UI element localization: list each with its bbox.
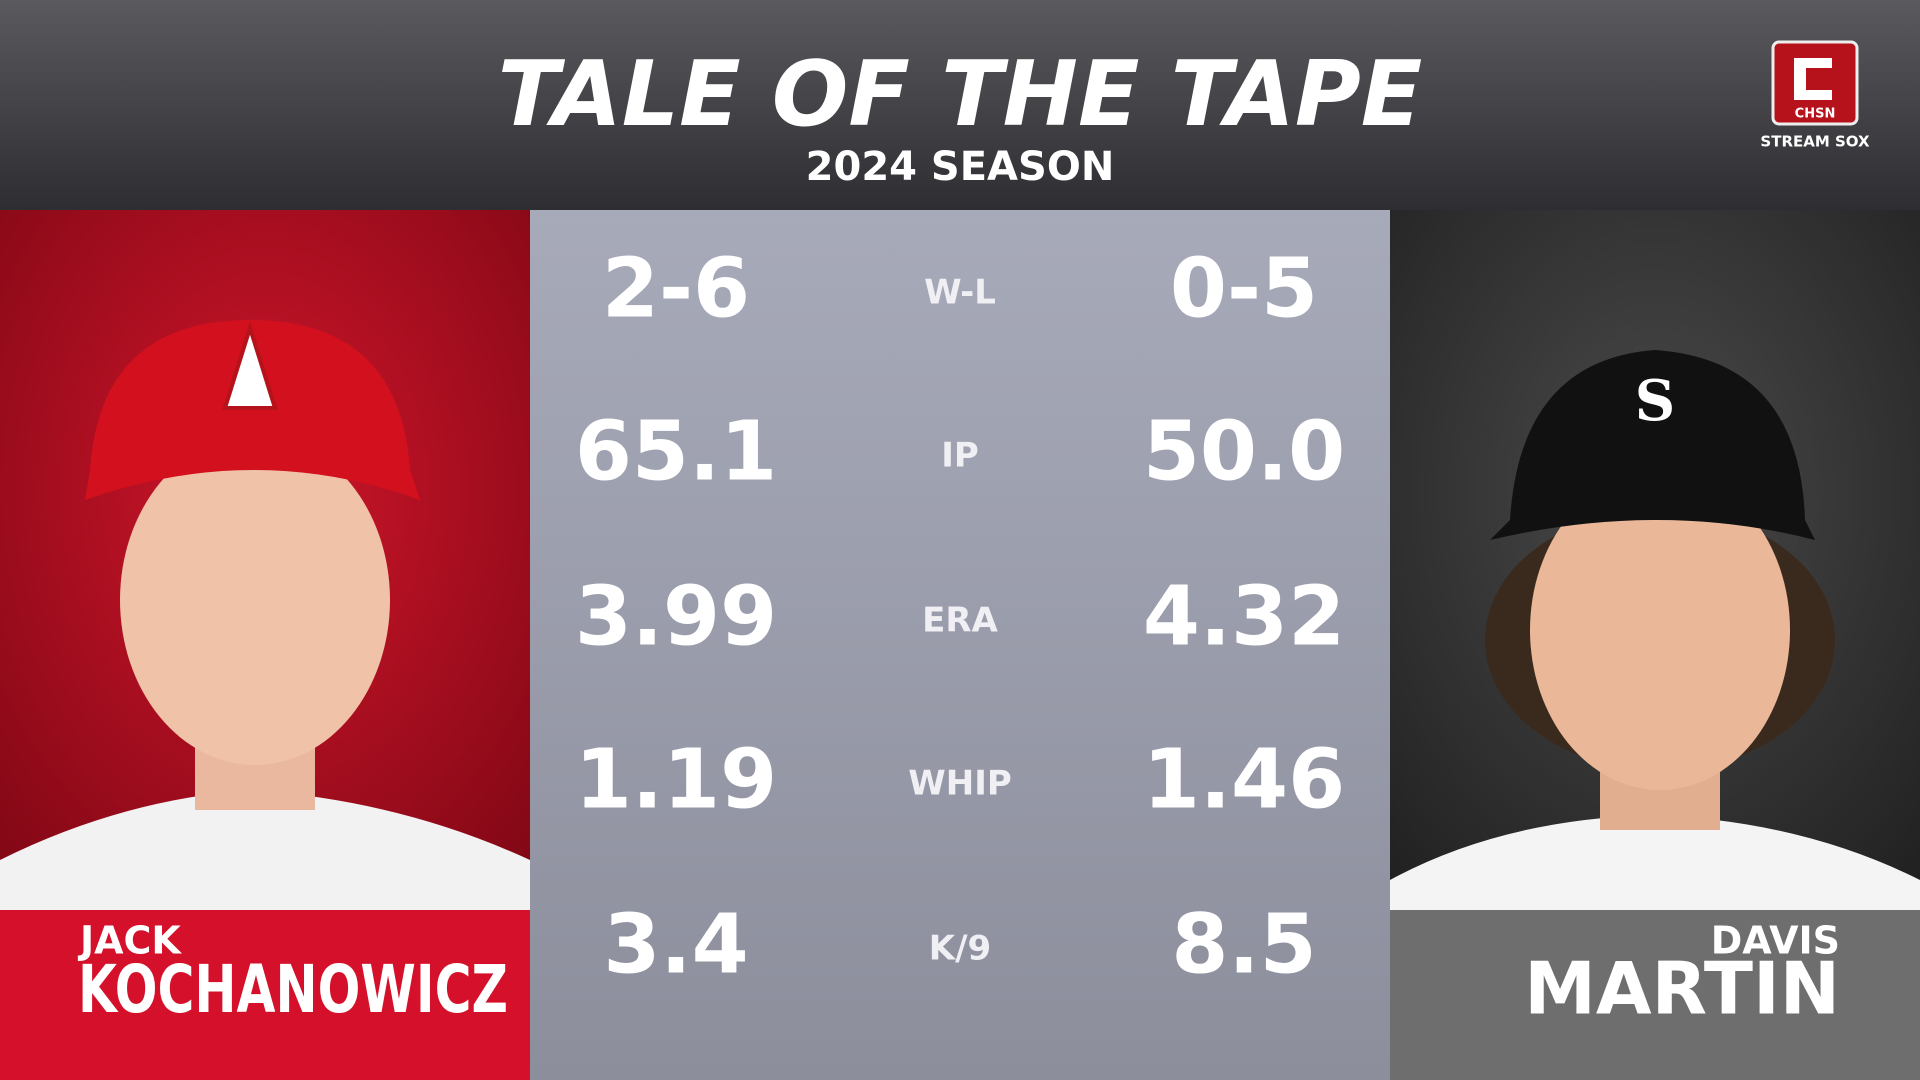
right-last-name: MARTIN [1524,947,1840,1031]
logo: CHSN STREAM SOX [1760,40,1870,151]
left-player-photo [0,320,530,910]
title: TALE OF THE TAPE [498,42,1423,147]
right-name-bar [1390,910,1920,1080]
header-bg [0,0,1920,210]
left-name-bar [0,910,530,1080]
left-stat: 65.1 [575,404,777,499]
stat-label: ERA [922,601,998,641]
left-stat: 1.19 [575,732,777,827]
right-stat: 50.0 [1143,404,1345,499]
right-first-name: DAVIS [1711,919,1840,963]
left-first-name: JACK [77,919,182,963]
left-stat: 2-6 [602,241,750,336]
stat-label: W-L [924,273,996,313]
svg-text:S: S [1635,368,1675,434]
right-stat: 0-5 [1170,241,1318,336]
left-last-name: KOCHANOWICZ [78,951,508,1028]
right-stat: 4.32 [1143,569,1345,664]
left-stat: 3.99 [575,569,777,664]
right-stat: 8.5 [1171,897,1316,992]
stat-label: WHIP [908,764,1012,804]
stats-rows: 2-6 W-L 0-5 65.1 IP 50.0 3.99 ERA 4.32 1.19 WHIP 1.… [575,241,1345,992]
stat-label: K/9 [929,929,991,969]
right-player-photo: S [1390,350,1920,910]
logo-caption: STREAM SOX [1760,133,1870,151]
stat-label: IP [941,436,979,476]
left-stat: 3.4 [603,897,748,992]
subtitle: 2024 SEASON [806,144,1115,190]
right-stat: 1.46 [1143,732,1345,827]
logo-text: CHSN [1795,107,1836,122]
stats-panel [530,210,1390,1080]
logo-c [1794,58,1832,100]
